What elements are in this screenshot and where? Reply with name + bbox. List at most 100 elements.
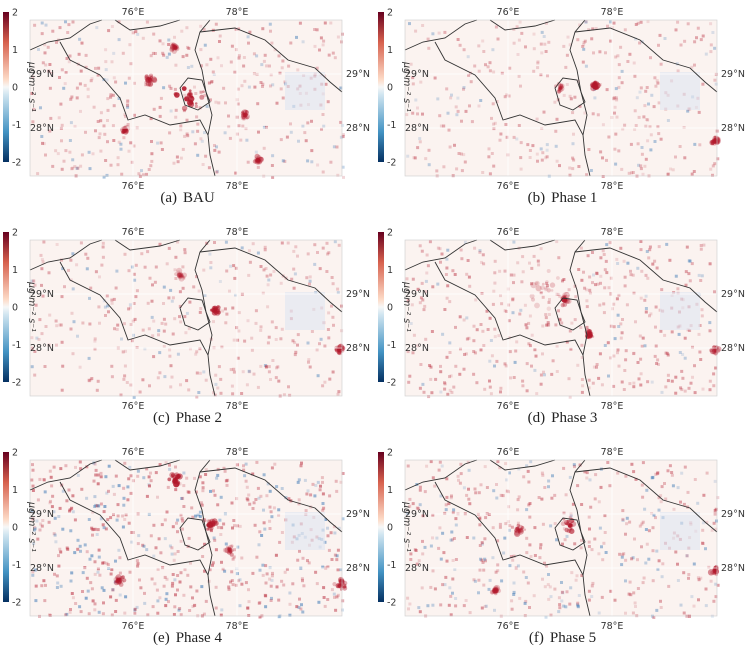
hotspot-cell — [180, 272, 183, 276]
field-cell — [130, 531, 134, 534]
field-cell — [152, 107, 156, 111]
field-cell — [266, 305, 270, 309]
hotspot-cell — [713, 135, 717, 139]
field-cell — [632, 381, 636, 385]
field-cell — [102, 561, 106, 565]
lon-tick-label-top: 76°E — [497, 227, 520, 238]
field-cell — [539, 373, 543, 377]
field-cell — [123, 252, 127, 256]
boundary-line — [404, 459, 478, 491]
field-cell — [533, 554, 537, 557]
field-cell — [406, 350, 410, 354]
field-cell — [608, 241, 612, 245]
field-cell — [336, 35, 340, 39]
field-cell — [597, 552, 601, 556]
field-cell — [508, 524, 512, 528]
field-cell — [96, 567, 100, 571]
field-cell — [319, 484, 322, 488]
field-cell — [491, 102, 495, 106]
field-cell — [261, 85, 264, 88]
field-cell — [83, 83, 87, 87]
hotspot-cell — [336, 350, 342, 355]
field-cell — [493, 281, 497, 285]
field-cell — [691, 375, 694, 379]
field-cell — [619, 336, 623, 340]
field-cell — [173, 268, 177, 272]
field-cell — [411, 502, 415, 506]
field-cell — [32, 279, 36, 283]
field-cell — [269, 378, 272, 381]
field-cell — [231, 306, 235, 310]
field-cell — [659, 500, 663, 504]
field-cell — [297, 498, 301, 502]
field-cell — [69, 278, 73, 282]
field-cell — [96, 482, 100, 486]
field-cell — [105, 173, 109, 177]
field-cell — [96, 120, 100, 123]
field-cell — [651, 526, 655, 530]
field-cell — [189, 585, 193, 589]
field-cell — [515, 25, 519, 29]
field-cell — [224, 542, 228, 546]
field-cell — [535, 152, 539, 156]
field-cell — [666, 469, 670, 473]
field-cell — [136, 474, 140, 478]
field-cell — [583, 286, 587, 290]
field-cell — [630, 171, 634, 175]
field-cell — [181, 55, 185, 59]
field-cell — [478, 523, 482, 527]
field-cell — [624, 558, 628, 562]
field-cell — [258, 601, 262, 604]
field-cell — [41, 61, 45, 65]
field-cell — [696, 576, 700, 580]
field-cell — [123, 461, 127, 465]
field-cell — [701, 542, 705, 545]
field-cell — [482, 344, 486, 347]
field-cell — [167, 296, 171, 300]
hotspot-cell — [557, 88, 561, 92]
field-cell — [337, 526, 341, 530]
field-cell — [423, 304, 427, 308]
field-cell — [202, 612, 206, 616]
field-cell — [656, 471, 660, 475]
field-cell — [244, 127, 248, 131]
field-cell — [223, 569, 227, 573]
field-cell — [293, 341, 297, 345]
field-cell — [713, 479, 717, 483]
hotspot-cell — [145, 81, 152, 87]
hotspot-cell — [173, 46, 177, 50]
field-cell — [233, 548, 236, 552]
field-cell — [577, 594, 581, 597]
field-cell — [40, 135, 44, 138]
field-cell — [194, 105, 198, 108]
field-cell — [501, 494, 505, 498]
field-cell — [405, 113, 409, 117]
field-cell — [150, 577, 154, 581]
field-cell — [175, 521, 178, 525]
field-cell — [275, 101, 279, 105]
field-cell — [91, 528, 95, 532]
field-cell — [322, 506, 326, 510]
field-cell — [96, 379, 100, 383]
lat-tick-label-right: 28°N — [721, 563, 745, 574]
field-cell — [467, 275, 471, 279]
field-cell — [55, 586, 59, 589]
field-cell — [336, 568, 340, 572]
field-cell — [641, 336, 645, 340]
field-cell — [715, 519, 718, 523]
field-cell — [86, 87, 90, 91]
hotspot-cell — [493, 586, 499, 592]
field-cell — [274, 326, 278, 330]
field-cell — [259, 265, 263, 268]
field-cell — [88, 322, 92, 326]
field-cell — [578, 104, 582, 108]
field-cell — [271, 175, 275, 179]
pale-patch — [285, 72, 325, 110]
hotspot-cell — [228, 549, 233, 554]
field-cell — [234, 583, 238, 587]
field-cell — [125, 381, 129, 384]
field-cell — [339, 480, 343, 484]
hotspot-cell — [709, 348, 716, 355]
field-cell — [582, 270, 585, 274]
field-cell — [178, 580, 182, 584]
